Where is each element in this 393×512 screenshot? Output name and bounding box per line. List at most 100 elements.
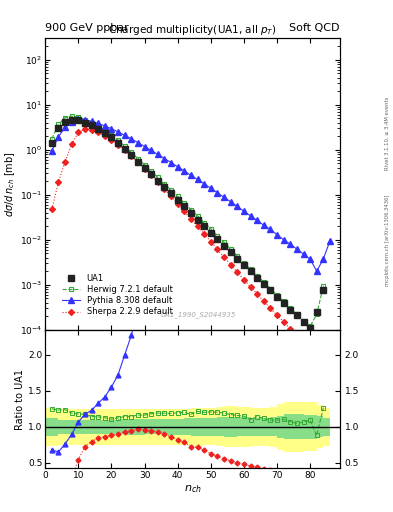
Bar xyxy=(118,419,131,434)
Pythia 8.308 default xyxy=(76,116,81,122)
Herwig 7.2.1 default xyxy=(195,213,200,219)
Pythia 8.308 default xyxy=(255,217,259,223)
Herwig 7.2.1 default xyxy=(63,115,68,121)
UA1 xyxy=(182,203,187,209)
UA1 xyxy=(222,243,226,249)
Bar xyxy=(112,409,125,445)
Bar xyxy=(244,418,257,435)
Herwig 7.2.1 default xyxy=(69,113,74,119)
Bar xyxy=(297,403,310,451)
UA1 xyxy=(122,146,127,152)
Bar xyxy=(310,416,323,437)
Sherpa 2.2.9 default xyxy=(156,179,160,185)
Line: Pythia 8.308 default: Pythia 8.308 default xyxy=(49,116,333,274)
Bar xyxy=(184,418,198,435)
Sherpa 2.2.9 default xyxy=(136,159,140,165)
Pythia 8.308 default xyxy=(83,117,87,123)
Bar xyxy=(151,409,164,445)
Pythia 8.308 default xyxy=(281,237,286,243)
UA1 xyxy=(142,165,147,171)
UA1 xyxy=(136,158,140,164)
Bar xyxy=(297,415,310,438)
UA1 xyxy=(50,140,54,146)
Sherpa 2.2.9 default xyxy=(321,359,326,365)
Sherpa 2.2.9 default xyxy=(109,137,114,143)
Bar xyxy=(52,409,65,445)
Pythia 8.308 default xyxy=(228,199,233,205)
Sherpa 2.2.9 default xyxy=(195,223,200,229)
UA1 xyxy=(69,117,74,123)
Bar xyxy=(98,420,112,434)
Sherpa 2.2.9 default xyxy=(96,129,101,135)
Line: Herwig 7.2.1 default: Herwig 7.2.1 default xyxy=(50,114,326,329)
UA1 xyxy=(63,119,68,125)
Bar xyxy=(290,415,303,439)
Bar xyxy=(244,409,257,445)
Sherpa 2.2.9 default xyxy=(255,291,259,297)
Bar xyxy=(204,408,217,445)
Bar xyxy=(204,418,217,436)
Herwig 7.2.1 default xyxy=(156,174,160,180)
Bar xyxy=(164,409,178,445)
Pythia 8.308 default xyxy=(328,238,332,244)
UA1 xyxy=(96,126,101,132)
Sherpa 2.2.9 default xyxy=(275,312,279,318)
UA1 xyxy=(149,172,154,178)
Bar xyxy=(284,401,297,452)
Pythia 8.308 default xyxy=(142,143,147,150)
Herwig 7.2.1 default xyxy=(182,200,187,206)
Pythia 8.308 default xyxy=(162,156,167,162)
Herwig 7.2.1 default xyxy=(175,194,180,200)
Bar xyxy=(257,408,270,446)
Sherpa 2.2.9 default xyxy=(281,319,286,325)
Y-axis label: Ratio to UA1: Ratio to UA1 xyxy=(15,369,25,430)
X-axis label: $n_{ch}$: $n_{ch}$ xyxy=(184,483,202,495)
Bar xyxy=(138,409,151,445)
UA1 xyxy=(195,217,200,223)
Sherpa 2.2.9 default xyxy=(63,158,68,164)
Sherpa 2.2.9 default xyxy=(308,346,312,352)
Bar xyxy=(284,415,297,439)
Pythia 8.308 default xyxy=(242,208,246,215)
Bar xyxy=(171,419,184,435)
Bar xyxy=(224,417,237,437)
Bar xyxy=(78,420,92,434)
Pythia 8.308 default xyxy=(189,173,193,179)
Bar xyxy=(125,419,138,435)
Sherpa 2.2.9 default xyxy=(56,179,61,185)
Bar xyxy=(224,407,237,447)
Herwig 7.2.1 default xyxy=(242,260,246,266)
UA1 xyxy=(116,139,120,145)
Sherpa 2.2.9 default xyxy=(169,194,173,200)
Herwig 7.2.1 default xyxy=(301,317,306,324)
Line: Sherpa 2.2.9 default: Sherpa 2.2.9 default xyxy=(50,127,325,364)
Bar xyxy=(78,409,92,445)
UA1 xyxy=(314,309,319,315)
Herwig 7.2.1 default xyxy=(215,232,220,239)
Bar xyxy=(145,409,158,445)
Sherpa 2.2.9 default xyxy=(149,173,154,179)
Sherpa 2.2.9 default xyxy=(294,333,299,339)
Pythia 8.308 default xyxy=(261,222,266,228)
Bar xyxy=(211,409,224,445)
Sherpa 2.2.9 default xyxy=(175,201,180,207)
Sherpa 2.2.9 default xyxy=(182,208,187,215)
Sherpa 2.2.9 default xyxy=(103,133,107,139)
Bar xyxy=(98,409,112,445)
UA1 xyxy=(215,236,220,242)
Herwig 7.2.1 default xyxy=(142,162,147,168)
Herwig 7.2.1 default xyxy=(228,246,233,252)
Pythia 8.308 default xyxy=(89,118,94,124)
Herwig 7.2.1 default xyxy=(222,239,226,245)
UA1 xyxy=(294,312,299,318)
Bar xyxy=(105,420,118,434)
Pythia 8.308 default xyxy=(122,132,127,138)
Pythia 8.308 default xyxy=(56,134,61,140)
Pythia 8.308 default xyxy=(268,226,273,232)
Bar xyxy=(264,408,277,446)
Bar xyxy=(211,418,224,435)
UA1 xyxy=(321,287,326,293)
UA1 xyxy=(275,294,279,300)
Bar xyxy=(52,420,65,434)
Bar xyxy=(303,402,317,451)
